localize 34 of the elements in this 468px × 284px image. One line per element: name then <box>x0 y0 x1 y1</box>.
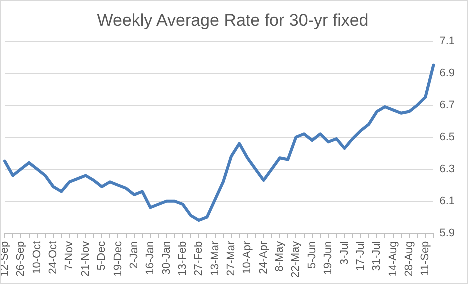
y-tick-label: 6.9 <box>440 67 456 80</box>
x-tick-label: 14-Aug <box>387 241 400 277</box>
x-tick-label: 7-Nov <box>64 240 76 271</box>
y-tick-label: 7.1 <box>440 35 456 48</box>
x-tick-label: 24-Oct <box>48 241 60 274</box>
x-tick-label: 27-Mar <box>226 240 238 276</box>
x-tick-label: 10-Oct <box>31 241 44 274</box>
y-tick-label: 6.3 <box>440 163 456 176</box>
x-tick-label: 24-Apr <box>258 241 270 274</box>
x-tick-label: 17-Jul <box>354 241 367 272</box>
y-tick-label: 6.7 <box>440 99 456 112</box>
x-tick-label: 16-Jan <box>144 241 157 275</box>
x-tick-label: 19-Jun <box>322 241 335 275</box>
chart-title: Weekly Average Rate for 30-yr fixed <box>97 10 369 30</box>
x-tick-label: 13-Feb <box>176 241 189 276</box>
x-tick-label: 5-Dec <box>96 240 108 271</box>
x-tick-label: 5-Jun <box>306 241 318 269</box>
x-tick-label: 28-Aug <box>403 241 416 277</box>
x-tick-label: 22-May <box>290 240 302 278</box>
y-tick-label: 6.1 <box>440 195 456 208</box>
x-tick-label: 26-Sep <box>15 241 28 277</box>
x-tick-label: 10-Apr <box>242 241 254 274</box>
x-tick-label: 11-Sep <box>420 241 432 276</box>
y-tick-label: 6.5 <box>440 131 456 144</box>
x-tick-label: 2-Jan <box>128 241 140 269</box>
x-tick-label: 19-Dec <box>112 240 124 277</box>
x-tick-label: 8-May <box>274 240 286 272</box>
x-tick-label: 31-Jul <box>371 241 384 272</box>
x-tick-label: 27-Feb <box>193 241 206 276</box>
x-tick-label: 30-Jan <box>160 241 173 275</box>
x-tick-label: 3-Jul <box>338 241 351 266</box>
y-tick-label: 5.9 <box>440 227 456 240</box>
x-tick-label: 13-Mar <box>209 240 222 276</box>
x-tick-label: 21-Nov <box>80 240 92 277</box>
